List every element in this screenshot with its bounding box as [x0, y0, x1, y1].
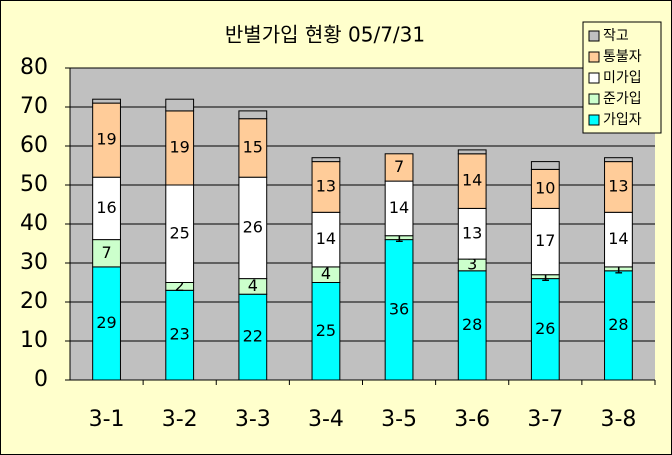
data-label: 14 [316, 229, 336, 248]
bar-segment [530, 278, 560, 381]
bar-segment [604, 211, 633, 268]
legend-label: 작고 [603, 28, 629, 44]
data-label: 29 [96, 313, 116, 332]
data-label: 19 [170, 137, 190, 156]
data-label: 3 [467, 254, 477, 273]
data-label: 15 [243, 137, 263, 156]
data-label: 7 [394, 157, 404, 176]
legend-label: 가입자 [603, 112, 642, 128]
data-label: 13 [462, 223, 482, 242]
bar-segment [384, 153, 414, 182]
data-label: 4 [248, 276, 258, 295]
y-tick-label: 70 [20, 94, 48, 119]
x-tick-label: 3-7 [527, 407, 563, 432]
bar-segment [311, 211, 341, 268]
x-tick-label: 3-3 [235, 407, 271, 432]
legend-label: 미가입 [603, 70, 642, 86]
data-label: 1 [540, 266, 550, 285]
data-label: 7 [101, 243, 111, 262]
x-tick-label: 3-4 [308, 407, 344, 432]
y-tick-label: 40 [20, 211, 48, 236]
bar-segment [457, 149, 487, 155]
x-tick-label: 3-5 [381, 407, 417, 432]
data-label: 17 [535, 231, 555, 250]
data-label: 26 [243, 217, 263, 236]
bar-segment [238, 118, 268, 178]
data-label: 26 [535, 319, 555, 338]
data-label: 2 [175, 276, 185, 295]
data-label: 13 [608, 176, 628, 195]
y-tick-label: 50 [20, 172, 48, 197]
x-tick-label: 3-8 [600, 407, 636, 432]
bar-segment [530, 168, 560, 209]
x-tick-label: 3-1 [89, 407, 125, 432]
bar-segment [311, 157, 341, 163]
legend-label: 통불자 [603, 49, 642, 65]
bar-segment [457, 153, 487, 209]
data-label: 16 [96, 198, 116, 217]
bar-segment [530, 161, 560, 170]
bar-segment [604, 157, 633, 163]
data-label: 4 [321, 264, 331, 283]
bar-segment [165, 98, 195, 112]
data-label: 10 [535, 178, 555, 197]
bar-segment [384, 239, 414, 381]
data-label: 1 [613, 258, 623, 277]
legend-swatch [588, 51, 600, 63]
y-tick-label: 20 [20, 289, 48, 314]
data-label: 25 [170, 223, 190, 242]
legend-swatch [588, 72, 600, 84]
y-tick-label: 0 [34, 367, 48, 392]
data-label: 14 [389, 198, 409, 217]
data-label: 23 [170, 325, 190, 344]
y-tick-label: 10 [20, 328, 48, 353]
legend-label: 준가입 [603, 91, 642, 107]
data-label: 13 [316, 176, 336, 195]
bar-segment [238, 176, 268, 280]
bar-segment [165, 110, 195, 186]
chart-title: 반별가입 현황 05/7/31 [225, 23, 425, 47]
bar-segment [92, 98, 121, 104]
bar-segment [530, 207, 560, 276]
data-label: 22 [243, 327, 263, 346]
data-label: 14 [608, 229, 628, 248]
bar-segment [92, 266, 121, 381]
data-label: 36 [389, 299, 409, 318]
x-tick-label: 3-6 [454, 407, 490, 432]
legend-swatch [588, 114, 600, 126]
data-label: 25 [316, 321, 336, 340]
y-tick-label: 30 [20, 250, 48, 275]
bar-segment [165, 184, 195, 283]
bar-segment [604, 270, 633, 381]
bar-segment [311, 282, 341, 381]
bar-segment [457, 270, 487, 381]
data-label: 14 [462, 171, 482, 190]
data-label: 28 [462, 315, 482, 334]
x-tick-label: 3-2 [162, 407, 198, 432]
bar-segment [238, 293, 268, 381]
bar-segment [238, 110, 268, 120]
bar-segment [384, 180, 414, 237]
data-label: 28 [608, 315, 628, 334]
data-label: 1 [394, 227, 404, 246]
y-tick-label: 60 [20, 133, 48, 158]
bar-segment [311, 161, 341, 213]
data-label: 19 [96, 130, 116, 149]
legend-swatch [588, 93, 600, 105]
y-tick-label: 80 [20, 55, 48, 80]
legend-swatch [588, 30, 600, 42]
